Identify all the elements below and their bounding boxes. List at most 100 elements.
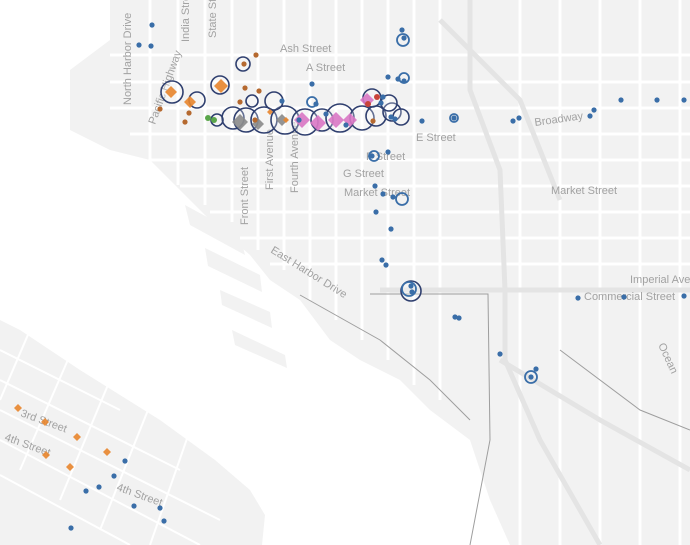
blue-dot-marker[interactable]	[399, 27, 405, 33]
blue-dot-marker[interactable]	[309, 81, 315, 87]
blue-dot-marker[interactable]	[323, 111, 329, 117]
street-label: Fourth Avenue	[289, 122, 301, 193]
blue-dot-marker[interactable]	[380, 191, 386, 197]
blue-dot-marker[interactable]	[369, 153, 375, 159]
orange-dot-marker[interactable]	[253, 52, 259, 58]
blue-dot-marker[interactable]	[279, 98, 285, 104]
green-dot-marker[interactable]	[205, 115, 211, 121]
orange-dot-marker[interactable]	[182, 119, 188, 125]
blue-dot-marker[interactable]	[161, 518, 167, 524]
blue-ring-marker[interactable]	[401, 281, 417, 297]
pink-diamond-marker[interactable]	[310, 115, 326, 131]
orange-dot-marker[interactable]	[237, 99, 243, 105]
blue-dot-marker[interactable]	[497, 351, 503, 357]
blue-ring-marker[interactable]	[398, 72, 410, 84]
street-label: Ash Street	[280, 43, 331, 55]
blue-dot-marker[interactable]	[388, 114, 394, 120]
blue-dot-marker[interactable]	[343, 122, 349, 128]
blue-dot-marker[interactable]	[528, 374, 534, 380]
blue-dot-marker[interactable]	[401, 35, 407, 41]
markers-layer[interactable]	[14, 22, 687, 531]
blue-ring-marker[interactable]	[449, 113, 459, 123]
blue-dot-marker[interactable]	[385, 74, 391, 80]
street-label: Imperial Ave	[630, 274, 690, 286]
pink-diamond-marker[interactable]	[328, 112, 344, 128]
blue-dot-marker[interactable]	[621, 294, 627, 300]
gray-diamond-marker[interactable]	[276, 114, 288, 126]
orange-diamond-marker[interactable]	[184, 96, 196, 108]
orange-dot-marker[interactable]	[242, 85, 248, 91]
cluster-ring-marker[interactable]	[245, 94, 259, 108]
blue-dot-marker[interactable]	[149, 22, 155, 28]
blue-dot-marker[interactable]	[378, 100, 384, 106]
blue-ring-marker[interactable]	[524, 370, 538, 384]
blue-dot-marker[interactable]	[83, 488, 89, 494]
orange-diamond-marker[interactable]	[214, 79, 228, 93]
blue-dot-marker[interactable]	[408, 283, 414, 289]
blue-dot-marker[interactable]	[510, 118, 516, 124]
orange-diamond-marker[interactable]	[73, 433, 81, 441]
blue-dot-marker[interactable]	[111, 473, 117, 479]
orange-dot-marker[interactable]	[157, 106, 163, 112]
blue-dot-marker[interactable]	[452, 314, 458, 320]
blue-dot-marker[interactable]	[681, 293, 687, 299]
blue-dot-marker[interactable]	[575, 295, 581, 301]
street-label: A Street	[306, 62, 345, 74]
blue-dot-marker[interactable]	[392, 116, 398, 122]
orange-diamond-marker[interactable]	[14, 404, 22, 412]
blue-dot-marker[interactable]	[456, 315, 462, 321]
blue-dot-marker[interactable]	[68, 525, 74, 531]
blue-dot-marker[interactable]	[122, 458, 128, 464]
blue-dot-marker[interactable]	[654, 97, 660, 103]
blue-ring-marker[interactable]	[368, 150, 380, 162]
orange-dot-marker[interactable]	[241, 61, 247, 67]
gray-diamond-marker[interactable]	[232, 114, 248, 130]
blue-dot-marker[interactable]	[379, 257, 385, 263]
blue-ring-marker[interactable]	[306, 96, 318, 108]
blue-dot-marker[interactable]	[380, 94, 386, 100]
orange-dot-marker[interactable]	[256, 88, 262, 94]
orange-dot-marker[interactable]	[252, 117, 258, 123]
blue-dot-marker[interactable]	[451, 115, 457, 121]
green-dot-marker[interactable]	[211, 117, 217, 123]
coronado-grid	[0, 329, 221, 545]
blue-dot-marker[interactable]	[373, 209, 379, 215]
red-dot-marker[interactable]	[365, 101, 371, 107]
blue-dot-marker[interactable]	[533, 366, 539, 372]
orange-diamond-marker[interactable]	[103, 448, 111, 456]
blue-ring-marker[interactable]	[396, 33, 410, 47]
blue-dot-marker[interactable]	[681, 97, 687, 103]
pink-diamond-marker[interactable]	[294, 112, 310, 128]
blue-dot-marker[interactable]	[96, 484, 102, 490]
blue-dot-marker[interactable]	[385, 149, 391, 155]
blue-dot-marker[interactable]	[390, 194, 396, 200]
blue-dot-marker[interactable]	[618, 97, 624, 103]
orange-diamond-marker[interactable]	[66, 463, 74, 471]
blue-dot-marker[interactable]	[419, 118, 425, 124]
street-label: Commercial Street	[584, 291, 675, 303]
orange-diamond-marker[interactable]	[41, 418, 49, 426]
blue-dot-marker[interactable]	[591, 107, 597, 113]
blue-dot-marker[interactable]	[136, 42, 142, 48]
orange-diamond-marker[interactable]	[283, 117, 289, 123]
orange-diamond-marker[interactable]	[165, 86, 177, 98]
orange-diamond-marker[interactable]	[267, 109, 273, 115]
blue-dot-marker[interactable]	[383, 262, 389, 268]
blue-dot-marker[interactable]	[388, 226, 394, 232]
street-label: North Harbor Drive	[122, 13, 134, 105]
blue-dot-marker[interactable]	[131, 503, 137, 509]
blue-ring-marker[interactable]	[395, 192, 409, 206]
orange-dot-marker[interactable]	[370, 118, 376, 124]
orange-dot-marker[interactable]	[186, 110, 192, 116]
blue-dot-marker[interactable]	[587, 113, 593, 119]
blue-dot-marker[interactable]	[516, 115, 522, 121]
orange-diamond-marker[interactable]	[42, 451, 50, 459]
blue-dot-marker[interactable]	[296, 117, 302, 123]
blue-dot-marker[interactable]	[157, 505, 163, 511]
blue-dot-marker[interactable]	[409, 289, 415, 295]
blue-dot-marker[interactable]	[372, 183, 378, 189]
blue-dot-marker[interactable]	[148, 43, 154, 49]
red-dot-marker[interactable]	[374, 94, 380, 100]
